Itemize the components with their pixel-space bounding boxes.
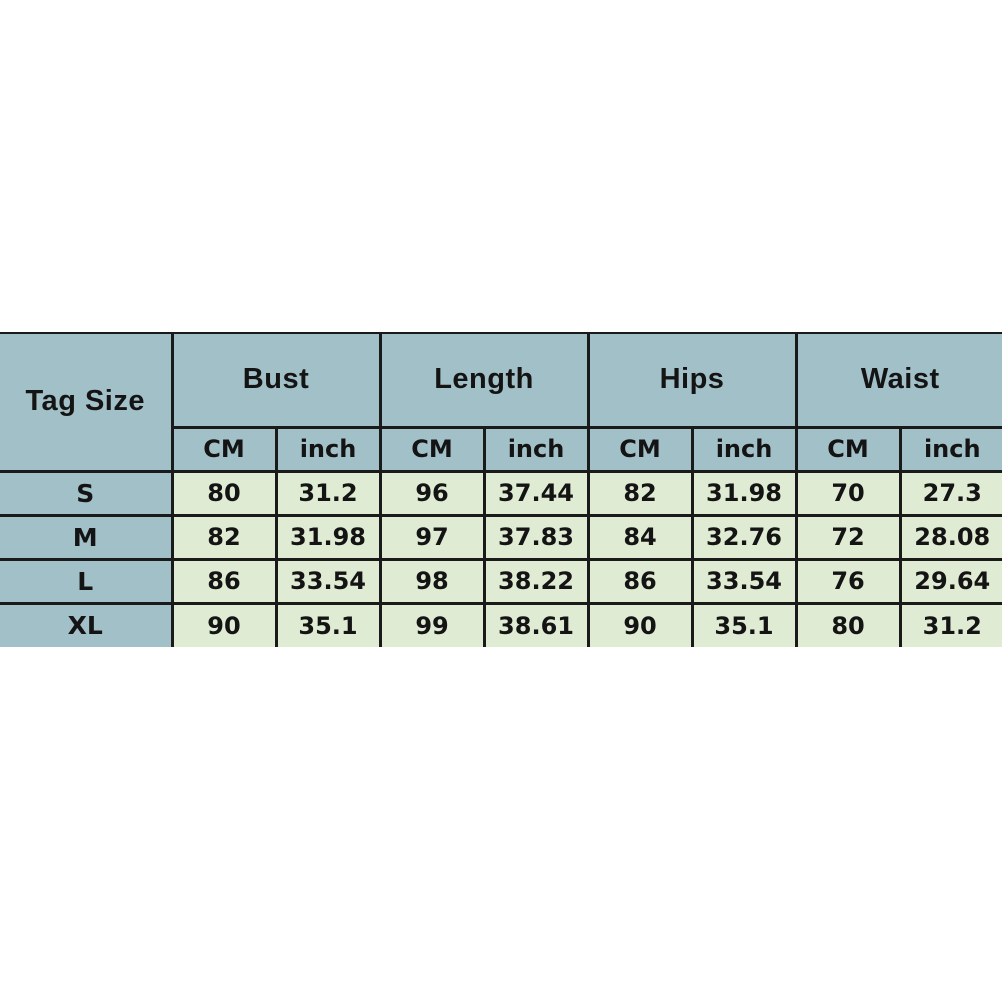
- cell-xl-hips-cm: 90: [586, 601, 694, 647]
- unit-header-bust-inch: inch: [274, 425, 382, 473]
- group-header-row: Tag Size Bust Length Hips Waist: [0, 332, 1002, 473]
- cell-l-waist-cm: 76: [794, 557, 902, 605]
- unit-header-bust-cm: CM: [172, 425, 278, 473]
- unit-header-row: CM inch CM inch CM inch CM inch: [0, 425, 1002, 473]
- cell-xl-waist-inch: 31.2: [898, 601, 1002, 647]
- cell-xl-length-cm: 99: [378, 601, 486, 647]
- cell-m-waist-inch: 28.08: [898, 513, 1002, 561]
- unit-header-length-inch: inch: [482, 425, 590, 473]
- cell-s-hips-inch: 31.98: [690, 469, 798, 517]
- cell-l-length-inch: 38.22: [482, 557, 590, 605]
- row-label-l: L: [0, 557, 174, 605]
- table-row-s: S 80 31.2 96 37.44 82 31.98 70 27.3: [0, 469, 1002, 517]
- table-row-l: L 86 33.54 98 38.22 86 33.54 76 29.64: [0, 557, 1002, 605]
- cell-s-bust-cm: 80: [170, 469, 278, 517]
- group-header-waist: Waist: [794, 332, 1002, 429]
- cell-m-hips-inch: 32.76: [690, 513, 798, 561]
- cell-m-length-cm: 97: [378, 513, 486, 561]
- cell-l-bust-cm: 86: [170, 557, 278, 605]
- group-header-length: Length: [378, 332, 590, 429]
- cell-m-length-inch: 37.83: [482, 513, 590, 561]
- table-row-m: M 82 31.98 97 37.83 84 32.76 72 28.08: [0, 513, 1002, 561]
- cell-s-length-cm: 96: [378, 469, 486, 517]
- unit-header-waist-cm: CM: [794, 425, 902, 473]
- cell-m-hips-cm: 84: [586, 513, 694, 561]
- row-label-m: M: [0, 513, 174, 561]
- unit-header-hips-cm: CM: [586, 425, 694, 473]
- table-row-xl: XL 90 35.1 99 38.61 90 35.1 80 31.2: [0, 601, 1002, 647]
- cell-xl-waist-cm: 80: [794, 601, 902, 647]
- row-label-s: S: [0, 469, 174, 517]
- unit-header-length-cm: CM: [378, 425, 486, 473]
- cell-s-hips-cm: 82: [586, 469, 694, 517]
- cell-s-bust-inch: 31.2: [274, 469, 382, 517]
- unit-header-waist-inch: inch: [898, 425, 1002, 473]
- cell-xl-length-inch: 38.61: [482, 601, 590, 647]
- cell-xl-bust-inch: 35.1: [274, 601, 382, 647]
- cell-l-length-cm: 98: [378, 557, 486, 605]
- group-header-bust: Bust: [170, 332, 382, 429]
- cell-s-length-inch: 37.44: [482, 469, 590, 517]
- cell-l-hips-cm: 86: [586, 557, 694, 605]
- cell-xl-bust-cm: 90: [170, 601, 278, 647]
- cell-m-bust-inch: 31.98: [274, 513, 382, 561]
- size-chart-table: Tag Size Bust Length Hips Waist CM inch …: [0, 332, 1002, 647]
- group-header-hips: Hips: [586, 332, 798, 429]
- cell-l-hips-inch: 33.54: [690, 557, 798, 605]
- row-label-xl: XL: [0, 601, 174, 647]
- cell-xl-hips-inch: 35.1: [690, 601, 798, 647]
- tag-size-header: Tag Size: [0, 332, 174, 473]
- cell-m-bust-cm: 82: [170, 513, 278, 561]
- unit-header-hips-inch: inch: [690, 425, 798, 473]
- cell-s-waist-inch: 27.3: [898, 469, 1002, 517]
- cell-l-bust-inch: 33.54: [274, 557, 382, 605]
- cell-s-waist-cm: 70: [794, 469, 902, 517]
- cell-l-waist-inch: 29.64: [898, 557, 1002, 605]
- cell-m-waist-cm: 72: [794, 513, 902, 561]
